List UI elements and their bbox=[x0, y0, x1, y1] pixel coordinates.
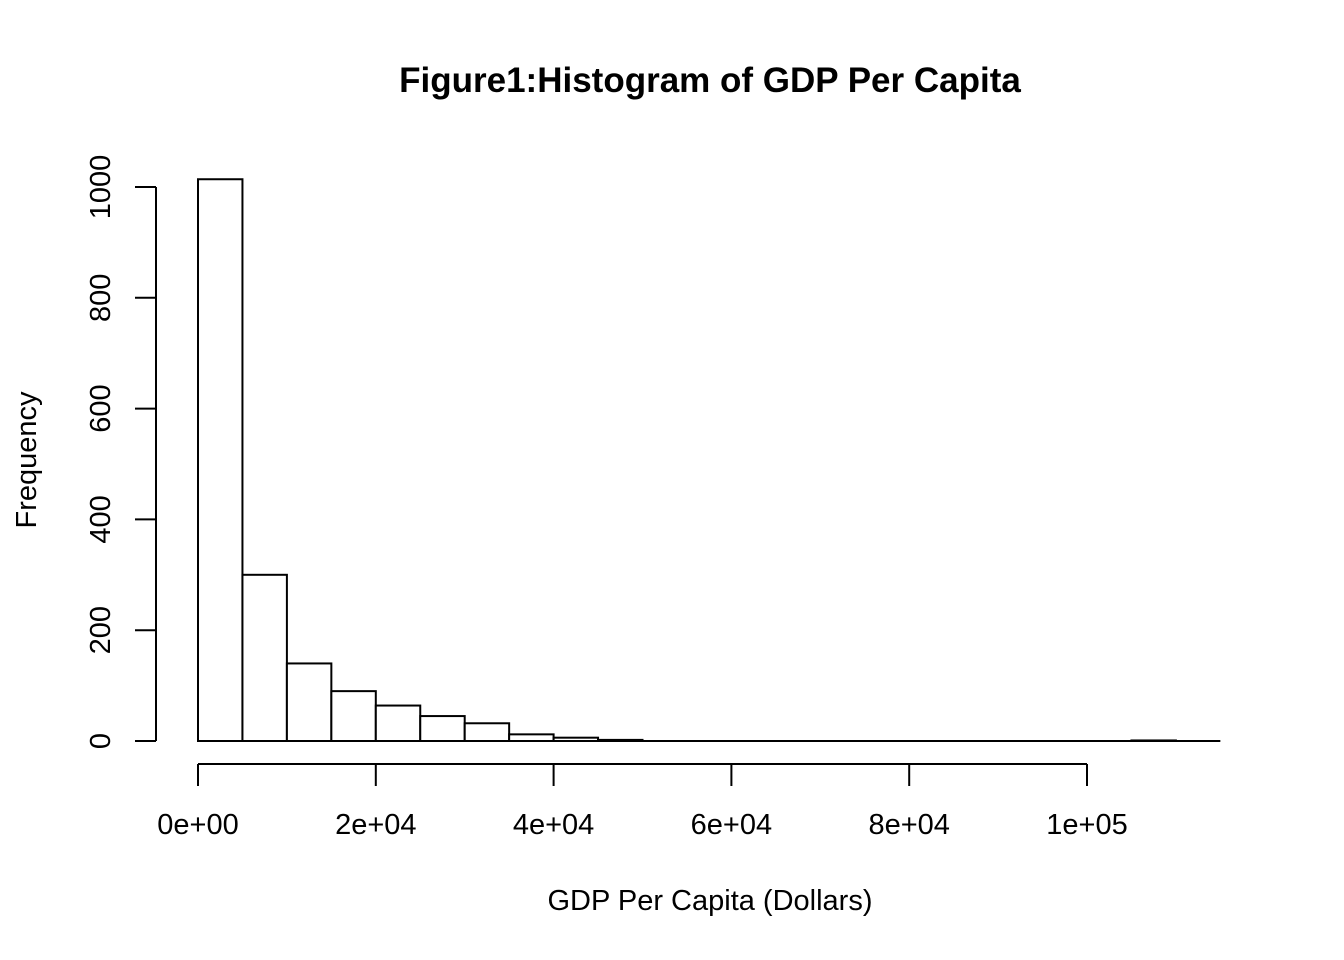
y-tick-label: 1000 bbox=[85, 155, 117, 220]
x-axis-label: GDP Per Capita (Dollars) bbox=[547, 885, 872, 917]
y-axis-label: Frequency bbox=[11, 391, 43, 529]
histogram-bar bbox=[241, 573, 288, 742]
x-tick-label: 8e+04 bbox=[868, 809, 949, 841]
x-tick-label: 6e+04 bbox=[691, 809, 772, 841]
histogram-bar bbox=[285, 662, 333, 742]
histogram-bar bbox=[330, 690, 377, 743]
histogram-bar bbox=[419, 715, 466, 743]
x-tick-label: 4e+04 bbox=[513, 809, 594, 841]
x-tick-label: 2e+04 bbox=[335, 809, 416, 841]
y-tick-label: 800 bbox=[85, 274, 117, 322]
chart-title: Figure1:Histogram of GDP Per Capita bbox=[399, 61, 1021, 100]
histogram-bar bbox=[463, 722, 511, 742]
x-axis: 0e+00 2e+04 4e+04 6e+04 8e+04 1e+05 bbox=[157, 763, 1128, 841]
y-tick-label: 600 bbox=[85, 384, 117, 432]
bars-group bbox=[197, 178, 1221, 743]
histogram-bar bbox=[374, 704, 422, 743]
y-tick-label: 0 bbox=[85, 733, 117, 749]
y-axis: 0 200 400 600 800 1000 bbox=[85, 155, 157, 749]
histogram-bar bbox=[197, 178, 244, 742]
y-tick-label: 400 bbox=[85, 495, 117, 543]
x-tick-label: 0e+00 bbox=[157, 809, 238, 841]
x-tick-label: 1e+05 bbox=[1046, 809, 1127, 841]
y-tick-label: 200 bbox=[85, 606, 117, 654]
